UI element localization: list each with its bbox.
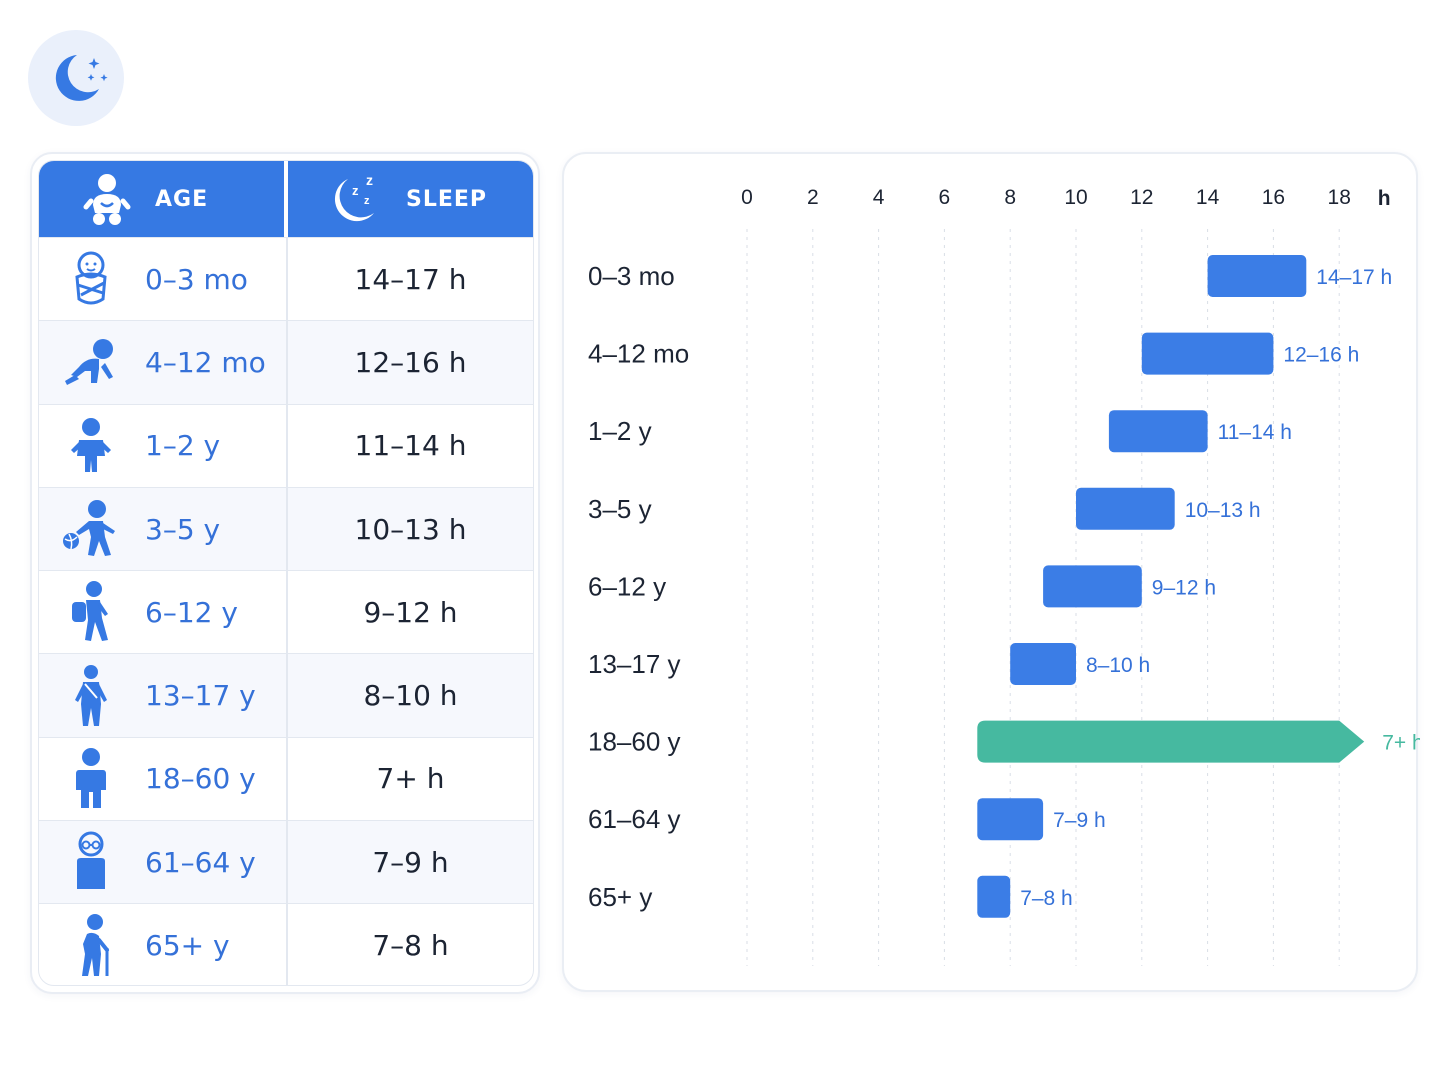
table-row: 4–12 mo 12–16 h (39, 320, 533, 404)
bar (1207, 255, 1307, 297)
age-sleep-table: AGE z z z SLEEP (38, 160, 534, 986)
x-tick-label: 2 (807, 186, 819, 209)
age-cell: 3–5 y (39, 487, 288, 571)
bar-data-label: 10–13 h (1185, 499, 1261, 522)
bar-data-label: 7–8 h (1020, 887, 1073, 910)
bar-data-label: 7+ h (1382, 732, 1420, 755)
age-label: 0–3 mo (145, 262, 248, 296)
category-label: 18–60 y (588, 727, 681, 757)
child-with-ball-icon (61, 499, 121, 559)
age-cell: 6–12 y (39, 571, 288, 654)
category-label: 6–12 y (588, 571, 666, 601)
bar-data-label: 14–17 h (1316, 266, 1392, 289)
sleep-value: 7–9 h (372, 845, 449, 879)
sleep-column-header[interactable]: z z z SLEEP (288, 161, 533, 237)
age-label: 4–12 mo (145, 345, 266, 379)
category-label: 3–5 y (588, 494, 652, 524)
x-tick-label: 18 (1328, 186, 1351, 209)
table-row: 3–5 y 10–13 h (39, 486, 533, 571)
x-tick-label: 6 (939, 186, 951, 209)
bar-data-label: 8–10 h (1086, 654, 1150, 677)
table-row: 13–17 y 8–10 h (39, 653, 533, 737)
teen-backpack-icon (61, 664, 121, 728)
x-tick-label: 12 (1130, 186, 1153, 209)
table-row: 65+ y 7–8 h (39, 903, 533, 985)
schoolchild-backpack-icon (61, 580, 121, 644)
category-label: 13–17 y (588, 649, 681, 679)
svg-text:z: z (352, 183, 360, 198)
sleep-value: 12–16 h (354, 345, 467, 379)
age-cell: 0–3 mo (39, 238, 288, 321)
logo-badge (28, 30, 124, 126)
svg-text:z: z (364, 195, 371, 207)
sleep-value: 11–14 h (354, 429, 467, 463)
age-header-label: AGE (155, 186, 209, 212)
bar-data-label: 12–16 h (1283, 344, 1359, 367)
age-label: 6–12 y (145, 595, 238, 629)
age-column-header[interactable]: AGE (39, 161, 288, 237)
table-row: 6–12 y 9–12 h (39, 570, 533, 654)
age-label: 13–17 y (145, 679, 256, 713)
age-cell: 18–60 y (39, 737, 288, 821)
x-tick-label: 10 (1064, 186, 1087, 209)
bar-data-label: 7–9 h (1053, 809, 1106, 832)
swaddled-baby-icon (61, 249, 121, 309)
crawling-baby-icon (61, 335, 121, 389)
older-adult-glasses-icon (61, 831, 121, 893)
category-label: 61–64 y (588, 804, 681, 834)
age-cell: 61–64 y (39, 821, 288, 904)
table-row: 61–64 y 7–9 h (39, 820, 533, 904)
age-label: 65+ y (145, 929, 230, 963)
x-tick-label: 16 (1262, 186, 1285, 209)
bar (1076, 487, 1175, 530)
age-label: 61–64 y (145, 845, 256, 879)
bar-data-label: 9–12 h (1152, 576, 1216, 599)
x-tick-label: 4 (873, 186, 885, 209)
age-label: 18–60 y (145, 762, 256, 796)
baby-icon (75, 171, 139, 227)
table-row: 1–2 y 11–14 h (39, 403, 533, 487)
sleep-value: 8–10 h (363, 679, 458, 713)
sleep-value: 10–13 h (354, 512, 467, 546)
age-cell: 4–12 mo (39, 321, 288, 404)
table-row: 0–3 mo 14–17 h (39, 237, 533, 321)
bar (977, 875, 1011, 918)
age-cell: 1–2 y (39, 404, 288, 487)
table-header: AGE z z z SLEEP (39, 161, 533, 237)
moon-zzz-icon: z z z (324, 171, 388, 227)
sleep-value: 7–8 h (372, 929, 449, 963)
age-sleep-table-card: AGE z z z SLEEP (30, 152, 540, 994)
table-row: 18–60 y 7+ h (39, 736, 533, 821)
bar-open-ended (977, 720, 1365, 763)
bar-data-label: 11–14 h (1218, 421, 1292, 444)
sleep-range-chart-card: 0 2 4 6 8 10 12 14 16 18 h 0–3 mo 14–17 h 4–12 mo 12–1… (562, 152, 1420, 992)
sleep-value: 9–12 h (363, 595, 458, 629)
age-cell: 13–17 y (39, 654, 288, 737)
category-label: 1–2 y (588, 416, 652, 446)
category-label: 0–3 mo (588, 261, 675, 291)
x-tick-label: 14 (1196, 186, 1220, 209)
sleep-header-label: SLEEP (406, 186, 488, 212)
svg-text:z: z (366, 172, 374, 188)
x-unit-label: h (1378, 187, 1391, 210)
elderly-cane-icon (61, 913, 121, 978)
bar (977, 798, 1044, 841)
category-label: 65+ y (588, 882, 652, 912)
bar (1010, 643, 1076, 685)
category-label: 4–12 mo (588, 339, 689, 369)
moon-stars-icon (55, 55, 108, 101)
bar (1043, 565, 1142, 608)
adult-icon (61, 747, 121, 810)
age-label: 3–5 y (145, 512, 221, 546)
sleep-value: 14–17 h (354, 262, 467, 296)
bar (1108, 410, 1208, 453)
toddler-icon (61, 416, 121, 476)
age-label: 1–2 y (145, 429, 221, 463)
sleep-range-chart: 0 2 4 6 8 10 12 14 16 18 h 0–3 mo 14–17 h 4–12 mo 12–1… (588, 186, 1420, 966)
age-cell: 65+ y (39, 904, 288, 985)
x-tick-label: 0 (741, 186, 753, 209)
x-tick-label: 8 (1004, 186, 1016, 209)
bar (1141, 332, 1274, 375)
sleep-value: 7+ h (376, 762, 445, 796)
